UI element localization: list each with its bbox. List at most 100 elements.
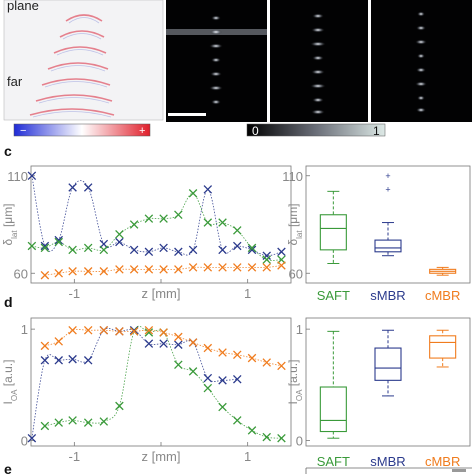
data-point <box>247 263 257 272</box>
focus-spot <box>310 41 326 47</box>
data-point <box>247 353 257 363</box>
focus-spot <box>417 53 425 59</box>
data-point <box>203 218 213 227</box>
data-point <box>68 245 77 255</box>
data-point <box>218 348 227 357</box>
outlier: + <box>385 184 390 194</box>
data-point <box>174 265 183 274</box>
focus-spot <box>417 11 425 17</box>
y-axis-label: δlat [μm] <box>1 203 19 245</box>
data-point <box>277 247 286 257</box>
focus-spot <box>211 57 221 63</box>
y-tick-label: 60 <box>14 266 28 281</box>
data-point <box>174 360 183 370</box>
cmbr2-focus-spots <box>415 11 427 113</box>
data-point <box>40 243 50 253</box>
gray-colorbar-max: 1 <box>373 124 380 138</box>
data-point <box>247 243 257 253</box>
box-saft: SAFT <box>317 190 350 303</box>
data-point <box>218 263 227 272</box>
panel-e-partial-axes <box>305 467 472 474</box>
data-point <box>99 245 109 255</box>
x-tick-label: 1 <box>244 449 251 464</box>
focus-spot <box>209 43 223 49</box>
focus-spot <box>210 71 222 77</box>
series-line <box>44 329 282 367</box>
series <box>27 189 286 264</box>
y-label-sub: OA <box>10 389 19 401</box>
scale-bar <box>168 113 206 116</box>
y-label-unit: [μm] <box>1 203 15 230</box>
data-point <box>68 183 77 192</box>
data-point <box>188 263 198 272</box>
y-label-unit: [a.u.] <box>1 360 15 390</box>
data-point <box>203 343 213 353</box>
saft-arc <box>41 78 111 86</box>
gray-colorbar-min: 0 <box>252 124 259 138</box>
data-point <box>262 263 271 272</box>
data-point <box>54 237 63 247</box>
category-label: sMBR <box>370 454 405 469</box>
data-point <box>99 267 109 276</box>
data-point <box>247 245 257 255</box>
focus-spot <box>416 107 426 113</box>
data-point <box>144 265 154 274</box>
plot-frame <box>305 317 471 447</box>
data-point <box>277 261 286 270</box>
saft-arc <box>47 62 109 70</box>
data-point <box>144 247 154 257</box>
focus-spot <box>311 27 325 33</box>
data-point <box>27 171 37 181</box>
focus-spot <box>211 99 221 105</box>
saft-image <box>3 0 164 121</box>
data-point <box>40 341 50 351</box>
y-label-unit: [μm] <box>286 203 300 230</box>
category-label: cMBR <box>425 288 460 303</box>
data-point <box>27 241 37 251</box>
data-point <box>233 350 242 359</box>
y-tick-label: 0 <box>296 433 303 448</box>
data-point <box>144 325 154 335</box>
plot-frame <box>30 317 292 447</box>
data-point <box>218 245 227 255</box>
box-body <box>319 386 347 433</box>
focus-spot <box>311 109 325 115</box>
y-tick-label: 60 <box>289 266 303 281</box>
data-point <box>129 327 139 336</box>
y-tick-label: 1 <box>21 322 28 337</box>
data-point <box>174 247 183 257</box>
data-point <box>262 251 271 260</box>
saft-arc <box>35 94 113 102</box>
series-line <box>31 175 282 257</box>
saft-arc-shadow <box>38 97 110 104</box>
focus-spot <box>415 39 427 45</box>
box-smbr: sMBR <box>370 329 406 469</box>
series-line <box>31 192 282 261</box>
data-point <box>54 268 63 278</box>
chart-c-box: 60 110 δlat [μm] SAFT + + sMBR cMBR <box>282 165 471 303</box>
box-body <box>374 239 402 253</box>
focus-spot <box>416 67 426 73</box>
data-point <box>159 339 168 348</box>
series <box>27 171 286 260</box>
data-point <box>233 263 242 272</box>
smbr-focus-spots <box>209 15 223 105</box>
focus-spot <box>312 13 324 19</box>
data-point <box>54 418 63 427</box>
data-point <box>54 337 63 346</box>
saft-arc-shadow <box>62 33 102 40</box>
data-point <box>115 327 124 336</box>
plot-frame <box>305 165 471 284</box>
data-point <box>203 185 213 194</box>
data-point <box>115 237 124 247</box>
saft-arc <box>65 14 103 22</box>
saft-arc <box>59 30 105 38</box>
data-point <box>144 339 154 348</box>
box-smbr: + + sMBR <box>370 171 405 303</box>
outlier: + <box>385 171 390 181</box>
focus-spot <box>416 25 426 31</box>
data-point <box>174 332 183 342</box>
data-point <box>129 245 139 255</box>
saft-arc-shadow <box>44 81 108 88</box>
data-point <box>68 354 77 364</box>
